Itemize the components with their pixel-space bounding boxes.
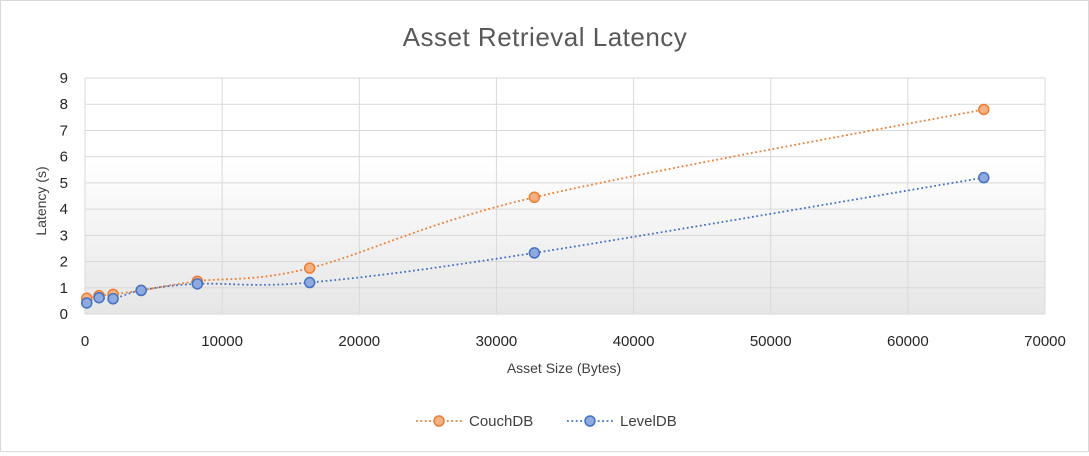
data-point-leveldb (191, 278, 204, 290)
data-point-leveldb (81, 297, 93, 309)
data-point-couchdb (978, 103, 990, 116)
series-lines (86, 108, 984, 304)
legend-marker (584, 415, 596, 427)
x-axis-label: Asset Size (Bytes) (507, 360, 621, 376)
x-tick-label: 10000 (201, 333, 243, 350)
series-line-couchdb (86, 108, 984, 300)
gridlines (84, 77, 1046, 315)
y-axis-label: Latency (s) (33, 166, 49, 235)
data-point-leveldb (528, 247, 541, 259)
x-tick-label: 40000 (613, 333, 655, 350)
chart-title: Asset Retrieval Latency (403, 22, 688, 52)
legend-marker (433, 415, 445, 427)
series-points (81, 103, 990, 309)
y-tick-label: 9 (60, 70, 68, 87)
data-point-leveldb (303, 276, 316, 289)
x-tick-label: 30000 (476, 333, 518, 350)
y-tick-label: 2 (60, 254, 68, 271)
legend-label: LevelDB (620, 413, 677, 430)
legend: CouchDB LevelDB (416, 413, 677, 430)
y-tick-label: 5 (60, 175, 68, 192)
x-tick-label: 50000 (750, 333, 792, 350)
legend-label: CouchDB (469, 413, 533, 430)
data-point-couchdb (303, 262, 316, 274)
y-tick-label: 0 (60, 306, 68, 323)
y-tick-label: 4 (60, 201, 68, 218)
x-tick-label: 60000 (887, 333, 929, 350)
plot-area (85, 78, 1045, 314)
y-axis-ticks: 0 1 2 3 4 5 6 7 8 9 (60, 70, 68, 323)
y-tick-label: 1 (60, 280, 68, 297)
x-tick-label: 70000 (1024, 333, 1066, 350)
x-tick-label: 20000 (338, 333, 380, 350)
data-point-leveldb (135, 284, 147, 297)
data-point-leveldb (107, 293, 119, 305)
x-tick-label: 0 (81, 333, 89, 350)
y-tick-label: 8 (60, 96, 68, 113)
data-point-leveldb (93, 291, 105, 304)
data-point-leveldb (978, 171, 990, 184)
y-tick-label: 3 (60, 227, 68, 244)
y-tick-label: 7 (60, 122, 68, 139)
y-tick-label: 6 (60, 149, 68, 166)
x-axis-ticks: 0 10000 20000 30000 40000 50000 60000 70000 (81, 333, 1066, 350)
data-point-couchdb (528, 191, 541, 204)
